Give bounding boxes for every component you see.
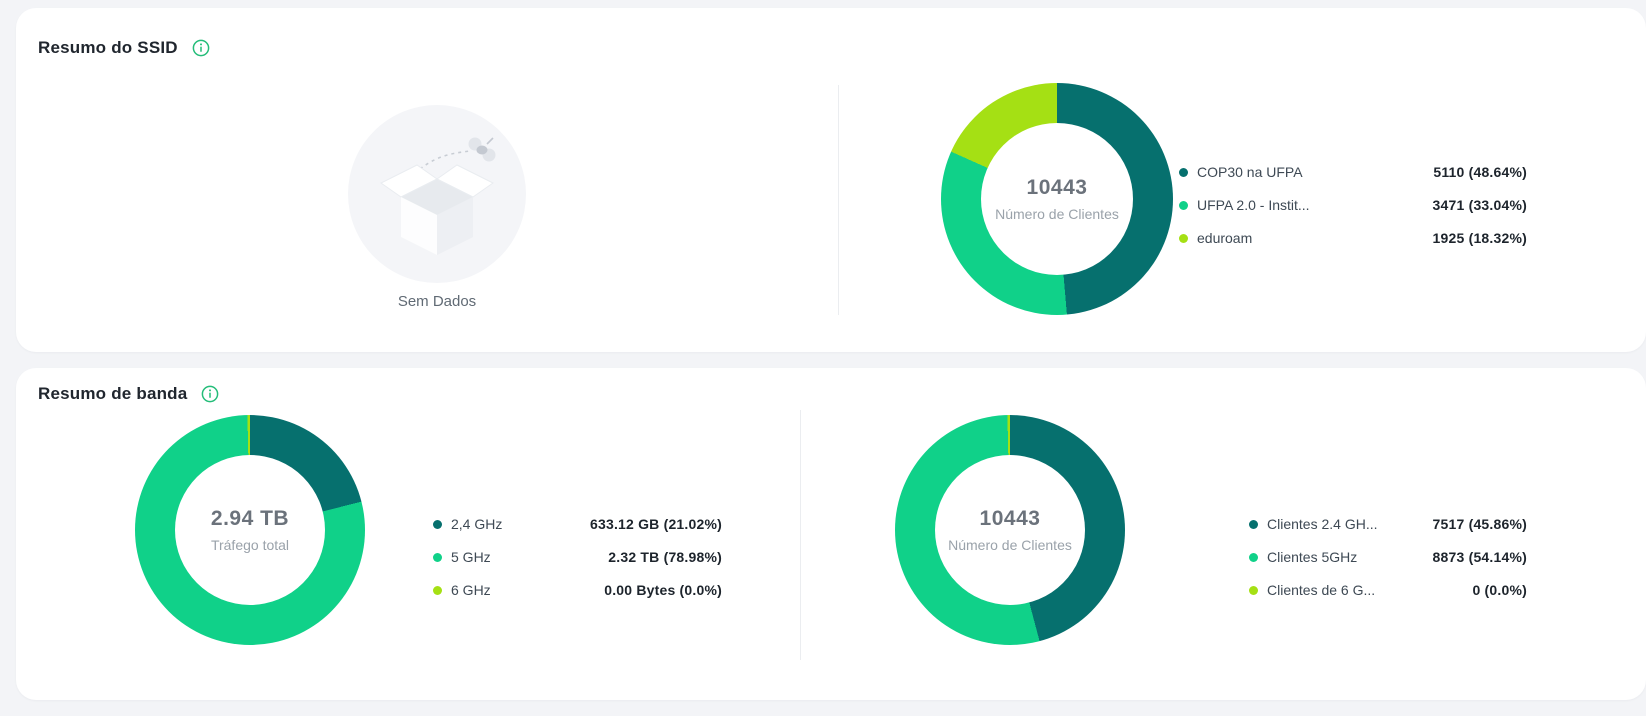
- donut-center-value: 2.94 TB: [210, 507, 290, 530]
- band-summary-card: Resumo de banda 2.94 TB Tráfego total 2,…: [16, 368, 1646, 700]
- legend-value: 3471 (33.04%): [1432, 197, 1527, 213]
- legend-item[interactable]: COP30 na UFPA 5110 (48.64%): [1179, 162, 1527, 182]
- legend-item[interactable]: 6 GHz 0.00 Bytes (0.0%): [433, 580, 722, 600]
- legend-label: eduroam: [1197, 230, 1253, 246]
- legend-dot: [433, 552, 442, 562]
- legend-item[interactable]: Clientes 2.4 GH... 7517 (45.86%): [1249, 514, 1527, 534]
- info-icon[interactable]: [192, 39, 210, 57]
- legend-item[interactable]: 2,4 GHz 633.12 GB (21.02%): [433, 514, 722, 534]
- ssid-panel-title: Resumo do SSID: [38, 38, 178, 57]
- band-card-header: Resumo de banda: [38, 384, 219, 404]
- ssid-summary-card: Resumo do SSID Sem: [16, 8, 1646, 352]
- donut-center: 10443 Número de Clientes: [935, 455, 1085, 605]
- legend-dot: [1249, 585, 1258, 595]
- empty-state-illustration: [348, 105, 526, 288]
- legend-value: 2.32 TB (78.98%): [608, 549, 722, 565]
- legend-item[interactable]: Clientes 5GHz 8873 (54.14%): [1249, 547, 1527, 567]
- legend-item[interactable]: UFPA 2.0 - Instit... 3471 (33.04%): [1179, 195, 1527, 215]
- legend-label: Clientes de 6 G...: [1267, 582, 1376, 598]
- legend-dot: [1179, 167, 1188, 177]
- band-traffic-legend: 2,4 GHz 633.12 GB (21.02%) 5 GHz 2.32 TB…: [433, 514, 722, 613]
- legend-label: COP30 na UFPA: [1197, 164, 1303, 180]
- legend-label: 6 GHz: [451, 582, 491, 598]
- legend-value: 633.12 GB (21.02%): [589, 516, 722, 532]
- donut-center-value: 10443: [979, 507, 1041, 530]
- empty-box-icon: [348, 105, 526, 283]
- donut-center: 2.94 TB Tráfego total: [175, 455, 325, 605]
- legend-dot: [1249, 519, 1258, 529]
- vertical-divider: [800, 410, 801, 660]
- ssid-clients-donut[interactable]: 10443 Número de Clientes: [941, 83, 1173, 315]
- donut-center: 10443 Número de Clientes: [981, 123, 1133, 275]
- legend-label: Clientes 2.4 GH...: [1267, 516, 1378, 532]
- legend-value: 0 (0.0%): [1472, 582, 1527, 598]
- legend-value: 8873 (54.14%): [1432, 549, 1527, 565]
- band-clients-legend: Clientes 2.4 GH... 7517 (45.86%) Cliente…: [1249, 514, 1527, 613]
- legend-dot: [1179, 200, 1188, 210]
- legend-label: 2,4 GHz: [451, 516, 503, 532]
- legend-value: 0.00 Bytes (0.0%): [604, 582, 722, 598]
- legend-label: UFPA 2.0 - Instit...: [1197, 197, 1310, 213]
- legend-value: 7517 (45.86%): [1432, 516, 1527, 532]
- band-traffic-donut[interactable]: 2.94 TB Tráfego total: [135, 415, 365, 645]
- legend-value: 1925 (18.32%): [1432, 230, 1527, 246]
- donut-center-label: Número de Clientes: [995, 206, 1119, 222]
- legend-dot: [433, 519, 442, 529]
- legend-label: Clientes 5GHz: [1267, 549, 1358, 565]
- donut-center-label: Tráfego total: [210, 537, 290, 553]
- info-icon[interactable]: [201, 385, 219, 403]
- empty-state-label: Sem Dados: [397, 293, 477, 310]
- band-panel-title: Resumo de banda: [38, 384, 188, 403]
- legend-label: 5 GHz: [451, 549, 491, 565]
- ssid-card-header: Resumo do SSID: [38, 38, 210, 58]
- legend-dot: [1179, 233, 1188, 243]
- band-clients-donut[interactable]: 10443 Número de Clientes: [895, 415, 1125, 645]
- ssid-legend: COP30 na UFPA 5110 (48.64%) UFPA 2.0 - I…: [1179, 162, 1527, 261]
- legend-item[interactable]: 5 GHz 2.32 TB (78.98%): [433, 547, 722, 567]
- donut-center-label: Número de Clientes: [948, 537, 1072, 553]
- legend-dot: [1249, 552, 1258, 562]
- donut-center-value: 10443: [1026, 176, 1088, 199]
- legend-value: 5110 (48.64%): [1433, 164, 1527, 180]
- vertical-divider: [838, 85, 839, 315]
- legend-item[interactable]: eduroam 1925 (18.32%): [1179, 228, 1527, 248]
- legend-dot: [433, 585, 442, 595]
- legend-item[interactable]: Clientes de 6 G... 0 (0.0%): [1249, 580, 1527, 600]
